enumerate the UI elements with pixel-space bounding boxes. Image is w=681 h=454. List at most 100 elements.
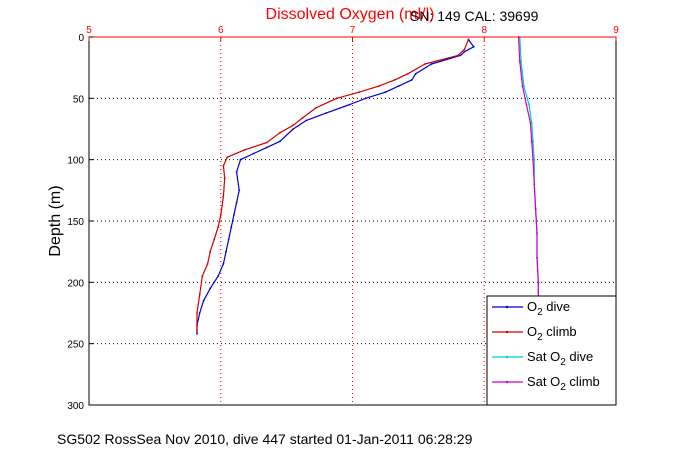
y-tick-label: 200: [67, 278, 84, 289]
data-point: [230, 226, 233, 229]
data-point: [292, 128, 295, 130]
data-point: [537, 281, 540, 284]
data-point: [227, 238, 230, 241]
data-point: [529, 122, 532, 124]
y-tick-label: 50: [73, 94, 85, 105]
y-tick-label: 0: [78, 33, 84, 44]
y-tick-label: 300: [67, 401, 84, 412]
data-point: [209, 250, 212, 253]
data-point: [533, 183, 536, 186]
data-point: [209, 287, 212, 290]
data-point: [358, 91, 360, 94]
data-point: [217, 226, 220, 229]
data-point: [393, 79, 396, 81]
data-point: [520, 60, 522, 63]
data-point: [198, 293, 201, 296]
data-point: [279, 140, 281, 143]
data-point: [378, 85, 380, 87]
data-point: [467, 38, 470, 41]
series-line-1: [196, 39, 475, 334]
data-point: [226, 156, 229, 159]
data-point: [238, 189, 241, 192]
series-layer: [196, 36, 541, 335]
data-point: [530, 122, 533, 124]
legend-marker: [505, 305, 509, 309]
legend-marker: [505, 355, 509, 359]
y-tick-labels: 0 50 100 150 200 250 300: [67, 33, 93, 412]
x-tick-label: 9: [613, 25, 619, 36]
data-point: [225, 250, 227, 253]
legend-label: Sat O2 climb: [527, 374, 600, 393]
data-point: [243, 149, 246, 151]
data-point: [266, 146, 268, 149]
data-point: [530, 140, 533, 143]
data-point: [206, 263, 209, 265]
legend-label: O2 climb: [527, 324, 577, 343]
data-point: [292, 124, 295, 127]
data-point: [314, 107, 317, 109]
data-point: [459, 54, 462, 57]
data-point: [198, 312, 201, 314]
data-point: [196, 330, 198, 333]
data-point: [406, 72, 409, 75]
data-point: [222, 164, 225, 167]
data-point: [239, 158, 242, 161]
data-point: [279, 131, 281, 134]
data-point: [349, 103, 351, 106]
data-point: [219, 214, 222, 216]
data-point: [534, 207, 537, 210]
data-point: [463, 48, 466, 51]
data-point: [233, 214, 235, 216]
data-point: [217, 275, 220, 278]
legend-marker: [505, 380, 509, 384]
data-point: [222, 195, 225, 198]
data-point: [430, 63, 433, 65]
data-point: [525, 103, 528, 106]
x-tick-labels: 5 6 7 8 9: [86, 25, 619, 41]
data-point: [397, 85, 400, 87]
data-point: [414, 72, 417, 75]
data-point: [532, 158, 534, 161]
data-point: [518, 60, 521, 63]
data-point: [335, 97, 338, 100]
y-tick-label: 150: [67, 217, 84, 228]
data-point: [196, 333, 198, 335]
data-point: [201, 275, 204, 278]
data-point: [533, 158, 536, 161]
data-point: [457, 54, 459, 57]
series-line-4: [517, 36, 541, 332]
data-point: [266, 141, 268, 144]
serial-calibration-label: SN: 149 CAL: 39699: [410, 8, 539, 24]
data-point: [364, 97, 367, 100]
data-point: [532, 140, 534, 143]
data-point: [325, 112, 327, 114]
legend-marker: [505, 330, 509, 334]
legend-label: O2 dive: [527, 299, 570, 318]
y-axis-label: Depth (m): [47, 185, 64, 256]
data-point: [301, 117, 304, 119]
data-point: [472, 45, 475, 48]
data-point: [521, 85, 524, 87]
data-point: [252, 152, 255, 155]
data-point: [196, 312, 198, 314]
data-point: [235, 201, 238, 204]
data-point: [528, 103, 530, 106]
data-point: [536, 256, 538, 259]
x-tick-label: 8: [481, 25, 487, 36]
x-tick-label: 5: [86, 25, 92, 36]
dive-info-footer: SG502 RossSea Nov 2010, dive 447 started…: [57, 431, 473, 447]
data-point: [305, 119, 308, 122]
chart-title: Dissolved Oxygen (ml/l): [266, 6, 435, 23]
data-point: [213, 238, 216, 241]
series-line-2: [196, 39, 469, 332]
data-point: [522, 85, 525, 87]
grid-lines: [89, 37, 616, 406]
legend-label: Sat O2 dive: [527, 349, 593, 368]
data-point: [235, 171, 238, 173]
data-point: [424, 63, 426, 65]
x-tick-label: 7: [350, 25, 356, 36]
data-point: [384, 91, 387, 94]
legend: O2 dive O2 climb Sat O2 dive Sat O2 climb: [486, 295, 617, 406]
data-point: [223, 177, 226, 180]
